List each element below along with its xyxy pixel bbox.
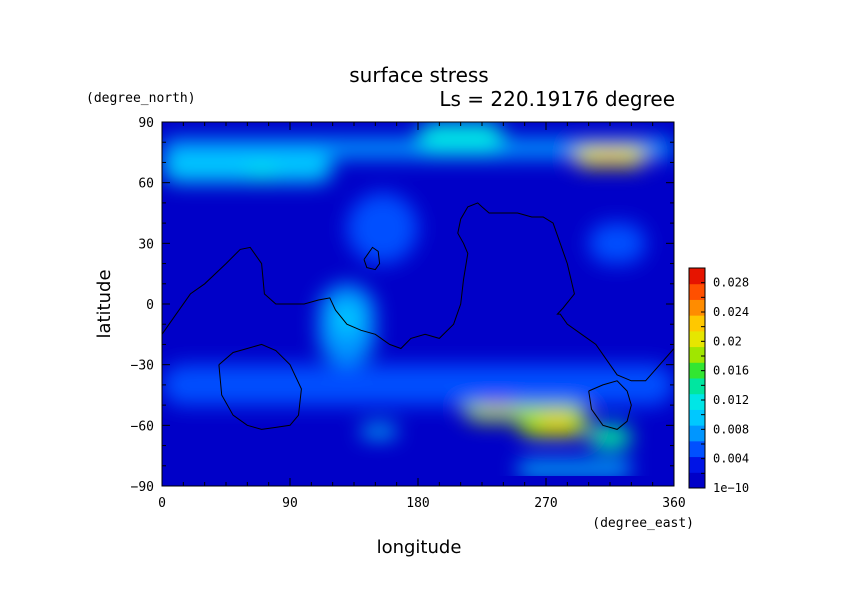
heatmap-patch: [588, 425, 632, 450]
chart-title: surface stress: [349, 63, 488, 87]
chart-subtitle: Ls = 220.19176 degree: [439, 87, 675, 111]
x-tick-label: 180: [406, 496, 429, 511]
y-tick-label: 0: [146, 298, 154, 313]
contour-line: [588, 380, 632, 430]
colorbar-segment: [689, 425, 705, 442]
y-axis: 90 60 30 0 −30 −60 −90: [131, 116, 674, 495]
colorbar-tick-label: 0.012: [713, 393, 749, 407]
heatmap-patch: [588, 223, 646, 264]
y-tick-label: 90: [138, 116, 154, 131]
heatmap-patch: [517, 461, 632, 476]
contour-line: [363, 246, 381, 271]
colorbar-segment: [689, 409, 705, 426]
heatmap-patch: [247, 166, 276, 179]
y-tick-label: −90: [131, 480, 154, 495]
colorbar-segment: [689, 440, 705, 458]
colorbar-segment: [689, 330, 705, 348]
y-tick-label: 60: [138, 177, 154, 192]
colorbar-tick-label: 1e−10: [713, 481, 749, 495]
x-tick-label: 270: [534, 496, 557, 511]
colorbar-segment: [689, 393, 705, 410]
heatmap-patch: [538, 417, 575, 430]
x-axis: 0 90 180 270 360: [158, 122, 686, 511]
y-unit-label: (degree_north): [86, 91, 196, 106]
heatmap-features: [162, 122, 674, 476]
topography-contours: [162, 202, 674, 430]
plot-area: [161, 121, 675, 487]
y-tick-label: −30: [131, 359, 154, 374]
colorbar-tick-label: 0.02: [713, 334, 742, 348]
colorbar-segment: [689, 472, 705, 489]
x-unit-label: (degree_east): [592, 516, 694, 531]
heatmap-patch: [361, 425, 397, 438]
colorbar-segment: [689, 268, 705, 285]
x-tick-label: 360: [662, 496, 685, 511]
heatmap-patch: [332, 304, 362, 335]
heatmap-patch: [162, 152, 333, 183]
colorbar-segment: [689, 362, 705, 379]
chart-header: surface stress Ls = 220.19176 degree (de…: [86, 63, 675, 111]
y-axis-label: latitude: [94, 269, 115, 338]
x-tick-label: 0: [158, 496, 166, 511]
colorbar-frame: [688, 267, 706, 489]
colorbar-segment: [689, 315, 705, 332]
colorbar-segment: [689, 346, 705, 363]
contour-line: [162, 202, 674, 382]
colorbar-tick-label: 0.016: [713, 364, 749, 378]
colorbar-segment: [689, 378, 705, 395]
colorbar-segment: [689, 299, 705, 316]
colorbar-segment: [689, 283, 705, 300]
x-axis-label: longitude: [377, 537, 462, 558]
colorbar-tick-label: 0.024: [713, 305, 749, 319]
heatmap-patch: [418, 122, 504, 153]
heatmap-patch: [346, 192, 418, 264]
heatmap-patch: [162, 364, 674, 406]
y-tick-label: 30: [138, 237, 154, 252]
colorbar-tick-label: 0.028: [713, 276, 749, 290]
colorbar-tick-label: 0.008: [713, 422, 749, 436]
heatmap-field: [162, 122, 674, 486]
colorbar-segment: [689, 456, 705, 473]
colorbar-tick-label: 0.004: [713, 452, 749, 466]
colorbar: 0.028 0.024 0.02 0.016 0.012 0.008 0.004 1e−10: [688, 267, 749, 495]
y-tick-label: −60: [131, 419, 154, 434]
x-tick-label: 90: [282, 496, 298, 511]
contour-line: [218, 343, 302, 430]
heatmap-patch: [595, 152, 625, 161]
